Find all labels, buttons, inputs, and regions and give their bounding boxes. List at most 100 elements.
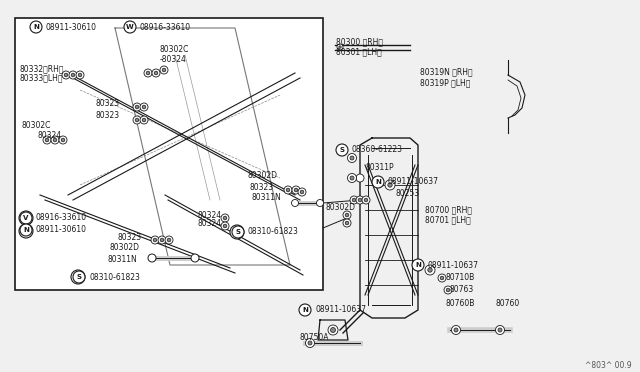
Circle shape xyxy=(140,103,148,111)
Circle shape xyxy=(69,71,77,79)
Text: 08911-10637: 08911-10637 xyxy=(388,177,439,186)
Circle shape xyxy=(71,270,85,284)
Text: 80333〈LH〉: 80333〈LH〉 xyxy=(20,74,63,83)
Text: 08360-61223: 08360-61223 xyxy=(352,145,403,154)
Text: 80311N: 80311N xyxy=(107,256,137,264)
Circle shape xyxy=(62,71,70,79)
Text: 80710B: 80710B xyxy=(446,273,476,282)
Text: 80302D: 80302D xyxy=(248,171,278,180)
Text: 80323: 80323 xyxy=(250,183,274,192)
Circle shape xyxy=(20,224,32,236)
Text: 08911-10637: 08911-10637 xyxy=(428,260,479,269)
Circle shape xyxy=(152,69,160,77)
Text: V: V xyxy=(23,215,29,221)
Circle shape xyxy=(385,180,395,190)
Text: 80301 〈LH〉: 80301 〈LH〉 xyxy=(336,48,381,57)
Text: 08916-33610: 08916-33610 xyxy=(140,22,191,32)
Circle shape xyxy=(51,136,59,144)
Text: N: N xyxy=(415,262,421,268)
Circle shape xyxy=(167,238,171,242)
Circle shape xyxy=(20,212,32,224)
Circle shape xyxy=(358,198,362,202)
Text: 80302C: 80302C xyxy=(160,45,189,55)
Text: V: V xyxy=(23,215,29,221)
Text: S: S xyxy=(76,274,81,280)
Circle shape xyxy=(425,265,435,275)
Circle shape xyxy=(135,105,139,109)
Circle shape xyxy=(230,225,244,239)
Bar xyxy=(15,18,323,290)
Circle shape xyxy=(352,198,356,202)
Circle shape xyxy=(291,199,298,206)
Circle shape xyxy=(292,186,300,194)
Text: 80701 〈LH〉: 80701 〈LH〉 xyxy=(425,215,471,224)
Circle shape xyxy=(133,103,141,111)
Circle shape xyxy=(154,71,158,75)
Circle shape xyxy=(162,68,166,72)
Text: S: S xyxy=(236,229,241,235)
Circle shape xyxy=(142,105,146,109)
Circle shape xyxy=(165,236,173,244)
Text: 08911-30610: 08911-30610 xyxy=(36,225,87,234)
Circle shape xyxy=(146,71,150,75)
Text: 80319N 〈RH〉: 80319N 〈RH〉 xyxy=(420,67,472,77)
Circle shape xyxy=(160,66,168,74)
Text: 80302D: 80302D xyxy=(325,203,355,212)
Circle shape xyxy=(221,214,229,222)
Text: N: N xyxy=(302,307,308,313)
Circle shape xyxy=(299,304,311,316)
Circle shape xyxy=(348,173,356,183)
Circle shape xyxy=(232,226,244,238)
Text: 80319P 〈LH〉: 80319P 〈LH〉 xyxy=(420,78,470,87)
Text: 80700 〈RH〉: 80700 〈RH〉 xyxy=(425,205,472,215)
Circle shape xyxy=(412,259,424,271)
Circle shape xyxy=(43,136,51,144)
Text: W: W xyxy=(126,24,134,30)
Circle shape xyxy=(160,238,164,242)
Circle shape xyxy=(158,236,166,244)
Text: S: S xyxy=(77,274,81,280)
Text: 80760: 80760 xyxy=(495,298,519,308)
Circle shape xyxy=(498,328,502,332)
Circle shape xyxy=(372,176,384,188)
Circle shape xyxy=(308,341,312,345)
Circle shape xyxy=(337,44,343,50)
Circle shape xyxy=(388,183,392,187)
Circle shape xyxy=(356,196,364,204)
Circle shape xyxy=(454,328,458,332)
Text: 80302D: 80302D xyxy=(110,244,140,253)
Circle shape xyxy=(339,46,341,48)
Circle shape xyxy=(133,116,141,124)
Text: N: N xyxy=(23,228,29,234)
Circle shape xyxy=(223,224,227,228)
Text: 80324: 80324 xyxy=(198,218,222,228)
Circle shape xyxy=(78,73,82,77)
Circle shape xyxy=(223,216,227,220)
Circle shape xyxy=(343,211,351,219)
Circle shape xyxy=(191,254,199,262)
Text: 80750A: 80750A xyxy=(300,334,330,343)
Text: 80324: 80324 xyxy=(38,131,62,141)
Circle shape xyxy=(328,325,338,335)
Circle shape xyxy=(428,268,432,272)
Circle shape xyxy=(305,339,314,347)
Text: 80253: 80253 xyxy=(395,189,419,199)
Text: 80302C: 80302C xyxy=(22,122,51,131)
Text: 80300 〈RH〉: 80300 〈RH〉 xyxy=(336,38,383,46)
Circle shape xyxy=(151,236,159,244)
Circle shape xyxy=(444,286,452,294)
Circle shape xyxy=(61,138,65,142)
Circle shape xyxy=(59,136,67,144)
Circle shape xyxy=(356,174,364,182)
Circle shape xyxy=(221,222,229,230)
Text: 08310-61823: 08310-61823 xyxy=(248,228,299,237)
Text: 80324: 80324 xyxy=(198,211,222,219)
Text: 80311N: 80311N xyxy=(252,193,282,202)
Circle shape xyxy=(345,213,349,217)
Text: -80324: -80324 xyxy=(160,55,187,64)
Text: 80760B: 80760B xyxy=(446,298,476,308)
Circle shape xyxy=(362,196,370,204)
Circle shape xyxy=(135,118,139,122)
Circle shape xyxy=(330,327,335,333)
Circle shape xyxy=(76,71,84,79)
